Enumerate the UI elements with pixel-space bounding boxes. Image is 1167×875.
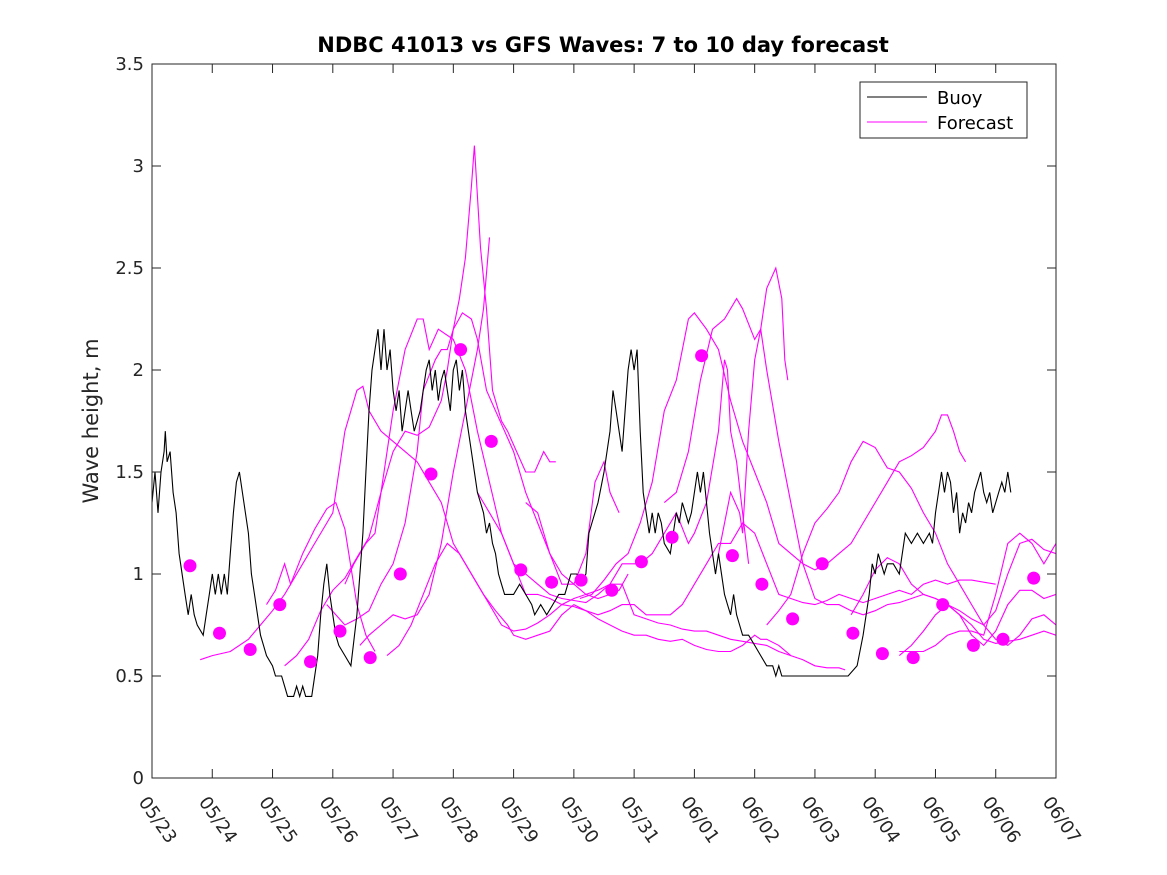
y-tick-label: 3.5 [115,54,144,75]
forecast-marker-17 [665,530,679,544]
legend-forecast-label: Forecast [937,113,1013,134]
y-tick-label: 2.5 [115,258,144,279]
y-tick-label: 2 [133,360,144,381]
forecast-line-9 [525,459,620,585]
forecast-marker-23 [846,626,860,640]
forecast-marker-11 [484,434,498,448]
forecast-marker-3 [243,643,257,656]
forecast-line-7 [476,492,996,616]
legend-buoy-label: Buoy [937,88,983,109]
forecast-marker-4 [273,598,287,612]
forecast-marker-28 [996,632,1010,646]
y-tick-label: 1 [133,564,144,585]
forecast-marker-16 [634,555,648,569]
forecast-marker-8 [393,567,407,581]
forecast-marker-14 [574,573,588,587]
forecast-marker-10 [454,343,468,357]
forecast-marker-26 [936,598,950,612]
y-axis-ticks: 0 0.5 1 1.5 2 2.5 3 3.5 [115,54,1056,789]
forecast-marker-20 [755,577,769,591]
legend: Buoy Forecast [859,81,1028,139]
y-tick-label: 0 [133,768,144,789]
forecast-marker-13 [545,575,559,589]
legend-box [859,81,1028,139]
forecast-marker-12 [514,563,528,577]
plot-area [152,145,1056,699]
forecast-line-8 [359,237,491,646]
forecast-marker-27 [966,638,980,652]
forecast-line-10 [579,312,967,600]
forecast-marker-22 [815,557,829,571]
forecast-marker-15 [605,583,619,597]
forecast-marker-6 [333,624,347,638]
forecast-marker-7 [363,651,377,665]
forecast-marker-29 [1027,571,1041,585]
forecast-line-6 [386,542,792,657]
forecast-line-15 [898,538,1056,657]
forecast-marker-24 [875,647,889,661]
y-tick-label: 1.5 [115,462,144,483]
y-tick-label: 0.5 [115,666,144,687]
y-axis-label: Wave height, m [79,338,103,503]
forecast-marker-21 [786,612,800,626]
y-tick-label: 3 [133,156,144,177]
chart-title: NDBC 41013 vs GFS Waves: 7 to 10 day for… [317,33,888,57]
forecast-marker-2 [213,626,226,640]
forecast-marker-5 [304,655,317,669]
forecast-markers [183,343,1041,669]
forecast-line-1 [266,501,376,652]
forecast-marker-9 [424,467,438,481]
forecast-line-13 [766,440,1056,647]
buoy-line [152,329,1012,699]
forecast-lines [200,145,1056,671]
forecast-marker-1 [183,559,197,573]
forecast-marker-18 [695,349,709,363]
forecast-marker-25 [906,651,920,665]
forecast-line-5 [344,318,846,671]
forecast-line-16 [899,532,1056,653]
axes-box [151,63,1057,779]
forecast-marker-19 [725,549,739,563]
forecast-line-14 [850,557,1056,647]
forecast-line-12 [717,266,789,554]
